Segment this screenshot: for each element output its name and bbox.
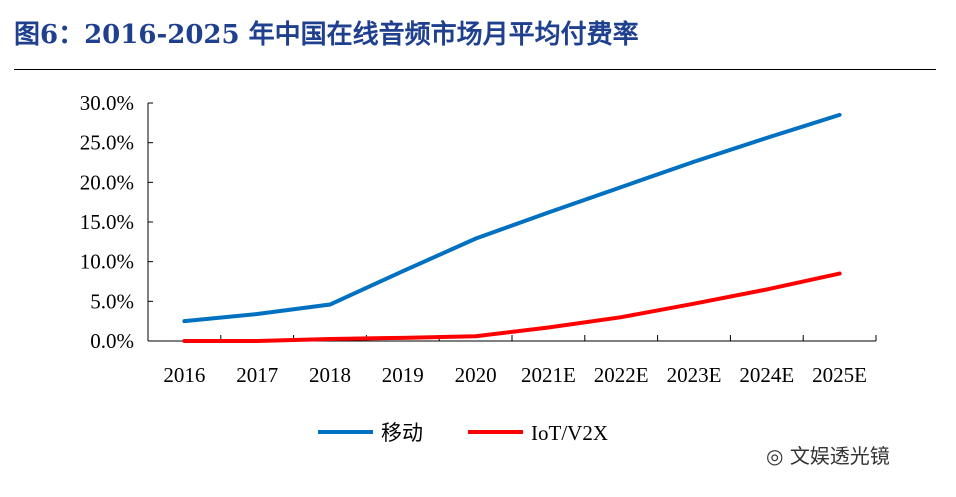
x-tick-label: 2016	[163, 363, 205, 387]
x-tick-label: 2020	[455, 363, 497, 387]
series-line-0	[182, 112, 842, 324]
y-tick-label: 30.0%	[80, 91, 134, 115]
x-tick-label: 2025E	[812, 363, 867, 387]
x-tick-label: 2018	[309, 363, 351, 387]
x-tick-label: 2023E	[667, 363, 722, 387]
watermark: ◎ 文娱透光镜	[766, 440, 890, 469]
legend-label: IoT/V2X	[531, 421, 608, 445]
x-tick-label: 2024E	[739, 363, 794, 387]
x-tick-label: 2019	[382, 363, 424, 387]
x-tick-label: 2021E	[521, 363, 576, 387]
y-tick-label: 15.0%	[80, 210, 134, 234]
legend-label: 移动	[381, 421, 423, 445]
chart-title: 图6：2016-2025 年中国在线音频市场月平均付费率	[14, 20, 639, 50]
y-tick-label: 20.0%	[80, 170, 134, 194]
y-tick-label: 5.0%	[90, 289, 134, 313]
x-tick-label: 2022E	[594, 363, 649, 387]
series-line-1	[182, 271, 842, 343]
watermark-text: 文娱透光镜	[789, 444, 890, 468]
y-tick-label: 25.0%	[80, 131, 134, 155]
y-tick-label: 10.0%	[80, 250, 134, 274]
title-divider	[14, 69, 936, 70]
y-tick-label: 0.0%	[90, 329, 134, 353]
x-tick-label: 2017	[236, 363, 278, 387]
wechat-icon: ◎	[766, 444, 790, 468]
